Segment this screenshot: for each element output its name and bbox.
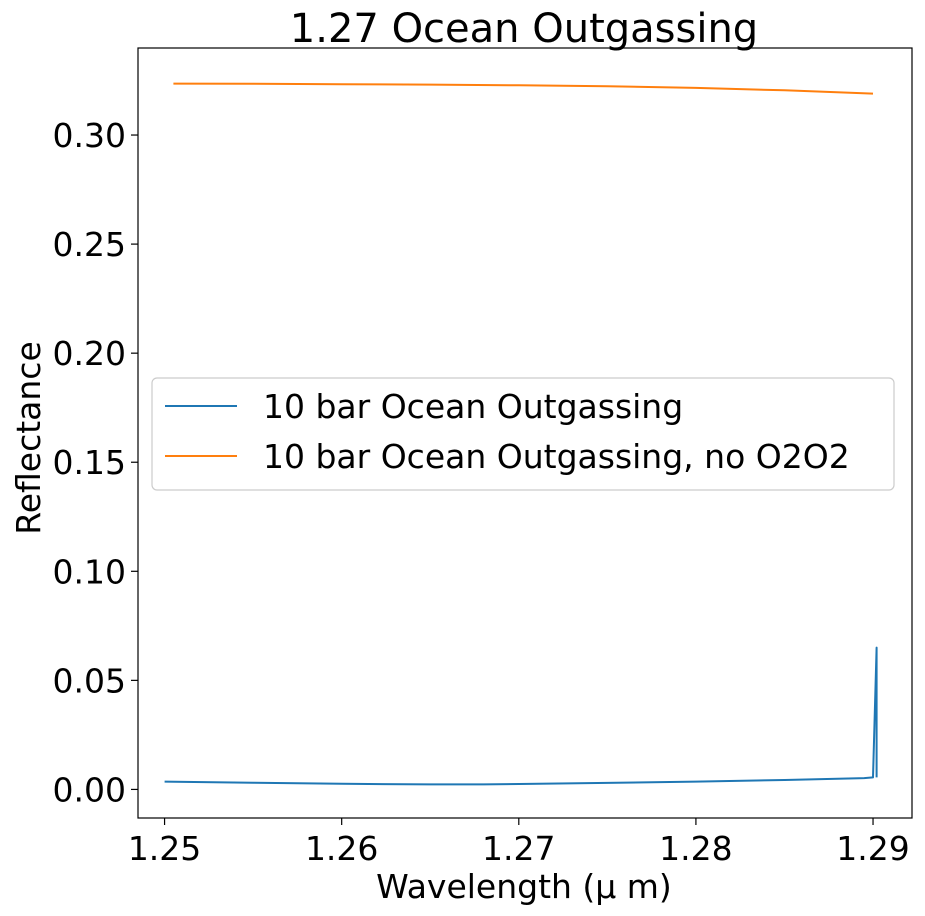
chart-title: 1.27 Ocean Outgassing xyxy=(290,6,758,52)
y-tick-label: 0.15 xyxy=(53,443,126,482)
legend-label-series-1: 10 bar Ocean Outgassing xyxy=(263,387,683,426)
plot-frame xyxy=(137,47,913,819)
x-tick-label: 1.29 xyxy=(836,829,909,868)
x-tick-label: 1.27 xyxy=(482,829,555,868)
y-axis-label: Reflectance xyxy=(9,341,48,535)
x-tick-label: 1.28 xyxy=(659,829,732,868)
y-tick-label: 0.05 xyxy=(53,661,126,700)
x-tick-label: 1.26 xyxy=(305,829,378,868)
series-line-2 xyxy=(173,82,874,95)
legend-label-series-2: 10 bar Ocean Outgassing, no O2O2 xyxy=(263,437,850,476)
series-line-1 xyxy=(164,646,878,786)
y-tick-label: 0.00 xyxy=(53,770,126,809)
legend-box xyxy=(151,377,895,491)
legend: 10 bar Ocean Outgassing 10 bar Ocean Out… xyxy=(151,377,895,491)
plot-area xyxy=(164,82,878,786)
x-axis-label: Wavelength (μ m) xyxy=(376,867,672,906)
y-tick-label: 0.30 xyxy=(53,116,126,155)
y-axis: 0.00 0.05 0.10 0.15 0.20 0.25 0.30 xyxy=(53,116,138,809)
y-tick-label: 0.20 xyxy=(53,334,126,373)
y-tick-label: 0.25 xyxy=(53,225,126,264)
y-tick-label: 0.10 xyxy=(53,552,126,591)
x-tick-label: 1.25 xyxy=(128,829,201,868)
x-axis: 1.25 1.26 1.27 1.28 1.29 xyxy=(128,818,910,868)
